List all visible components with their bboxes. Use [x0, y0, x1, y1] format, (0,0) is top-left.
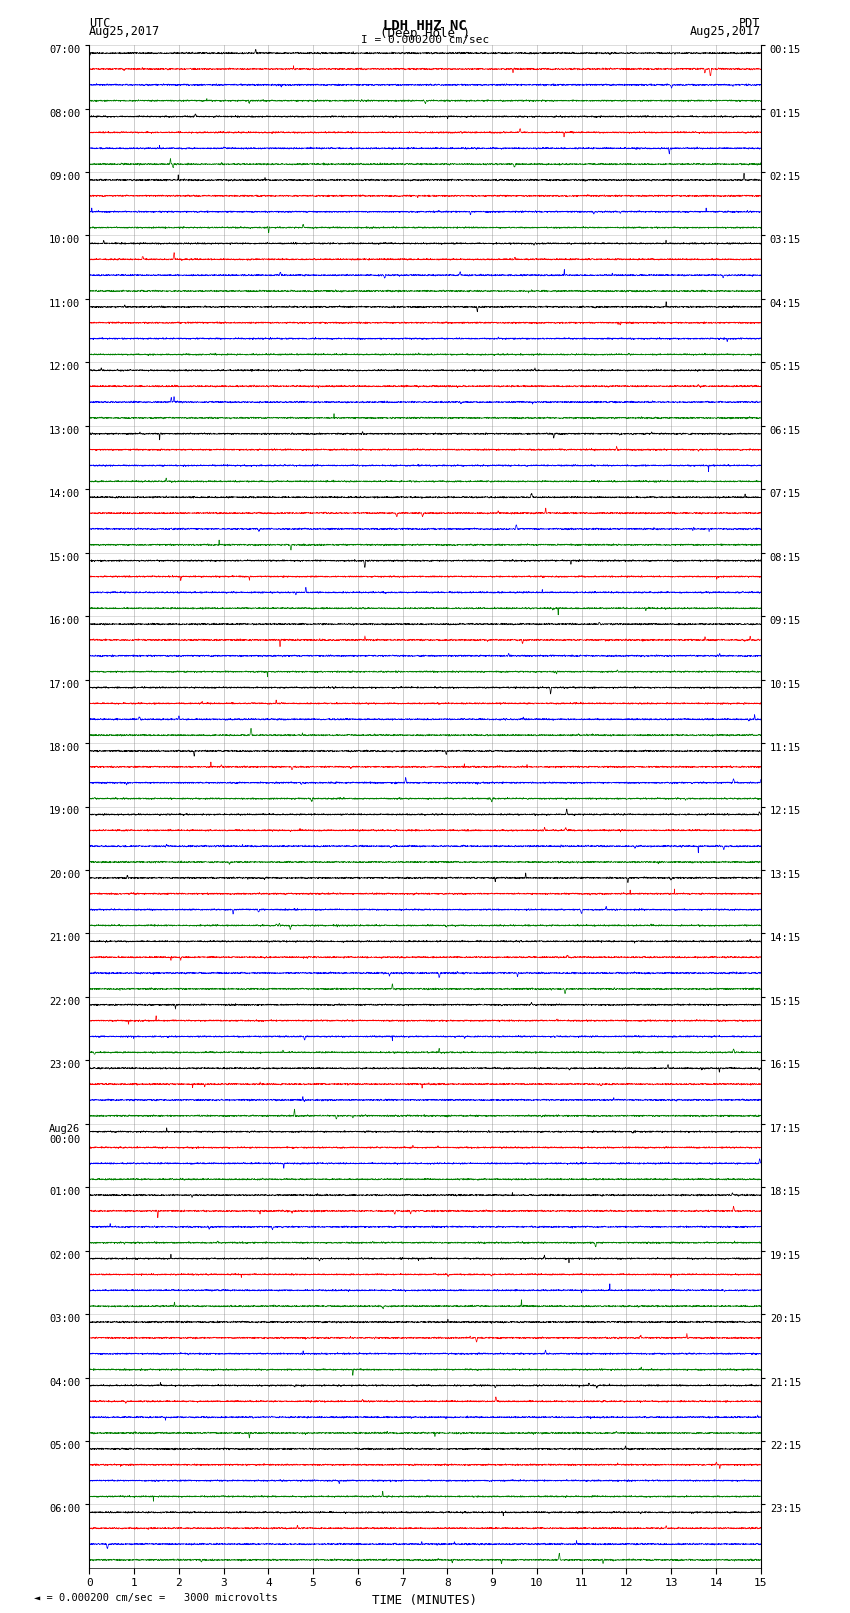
Text: Aug25,2017: Aug25,2017 — [689, 24, 761, 39]
Text: LDH HHZ NC: LDH HHZ NC — [383, 18, 467, 32]
Text: Aug25,2017: Aug25,2017 — [89, 24, 161, 39]
Text: I = 0.000200 cm/sec: I = 0.000200 cm/sec — [361, 35, 489, 45]
Text: UTC: UTC — [89, 18, 110, 31]
Text: (Deep Hole ): (Deep Hole ) — [380, 26, 470, 40]
X-axis label: TIME (MINUTES): TIME (MINUTES) — [372, 1594, 478, 1607]
Text: PDT: PDT — [740, 18, 761, 31]
Text: ◄ = 0.000200 cm/sec =   3000 microvolts: ◄ = 0.000200 cm/sec = 3000 microvolts — [34, 1594, 278, 1603]
